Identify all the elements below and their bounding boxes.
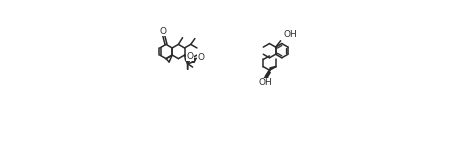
Text: O: O <box>187 52 194 61</box>
Text: O: O <box>198 53 205 62</box>
Text: OH: OH <box>283 30 297 39</box>
Text: OH: OH <box>259 78 273 87</box>
Text: O: O <box>159 27 166 36</box>
